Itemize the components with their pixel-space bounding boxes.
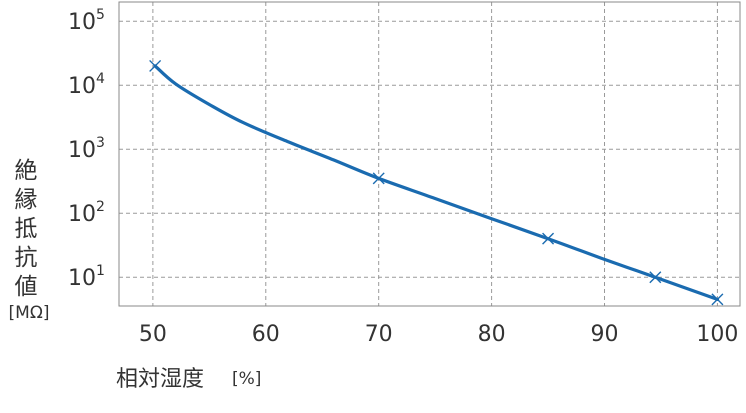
data-point-marker	[711, 293, 724, 306]
x-tick-label: 90	[591, 322, 619, 347]
y-axis-unit: [MΩ]	[9, 303, 50, 323]
series-layer	[149, 59, 724, 306]
x-tick-label: 60	[252, 322, 280, 347]
y-tick-label: 105	[68, 7, 105, 35]
x-tick-label: 70	[365, 322, 393, 347]
x-axis-label: 相対湿度	[116, 367, 204, 392]
data-point-marker	[542, 232, 555, 245]
y-tick-labels: 101 102 103 104 105	[68, 7, 105, 291]
y-axis-label-char: 絶	[15, 158, 38, 184]
grid	[119, 2, 740, 306]
marker-stroke	[542, 232, 555, 245]
marker-stroke	[149, 59, 162, 72]
data-point-marker	[649, 271, 662, 284]
series-line	[153, 64, 719, 301]
data-point-marker	[149, 59, 162, 72]
marker-stroke	[711, 293, 724, 306]
y-axis-label-char: 抗	[15, 245, 38, 271]
marker-stroke	[372, 172, 385, 185]
x-axis-unit: [%]	[232, 369, 261, 389]
x-tick-label: 80	[478, 322, 506, 347]
marker-stroke	[649, 271, 662, 284]
y-tick-label: 101	[68, 263, 105, 291]
y-axis-label-char: 値	[15, 274, 38, 300]
x-tick-labels: 50 60 70 80 90 100	[139, 322, 739, 347]
y-tick-label: 104	[68, 71, 105, 99]
x-tick-label: 100	[696, 322, 738, 347]
plot-area-frame	[118, 1, 741, 307]
y-tick-label: 102	[68, 199, 105, 227]
data-point-marker	[372, 172, 385, 185]
y-tick-label: 103	[68, 135, 105, 163]
x-tick-label: 50	[139, 322, 167, 347]
y-axis-label-char: 縁	[15, 187, 38, 213]
y-axis-label-char: 抵	[15, 216, 38, 242]
